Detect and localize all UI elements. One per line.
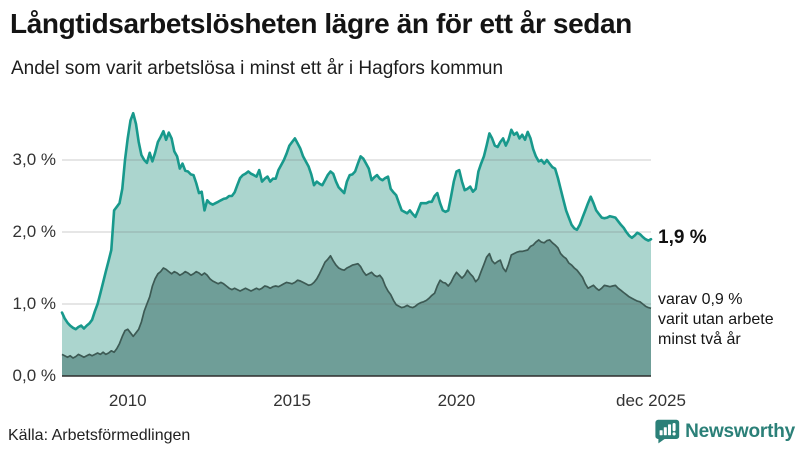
newsworthy-logo[interactable]: Newsworthy	[655, 419, 795, 444]
x-axis-label: 2015	[273, 391, 312, 410]
x-axis-label: 2020	[437, 391, 476, 410]
x-axis-label: dec 2025	[616, 391, 686, 410]
page-title: Långtidsarbetslösheten lägre än för ett …	[10, 8, 632, 39]
y-axis-label: 1,0 %	[12, 294, 56, 313]
y-axis-label: 0,0 %	[12, 366, 56, 385]
latest-subset-note: varav 0,9 % varit utan arbete minst två …	[658, 291, 774, 349]
y-axis-label: 3,0 %	[12, 150, 56, 169]
line-two-years	[61, 239, 652, 359]
line-total	[60, 111, 653, 331]
newsworthy-icon	[655, 419, 680, 444]
y-axis-label: 2,0 %	[12, 222, 56, 241]
chart-subtitle: Andel som varit arbetslösa i minst ett å…	[11, 58, 504, 79]
area-two-years	[62, 239, 651, 376]
latest-total-value-label: 1,9 %	[658, 227, 707, 249]
x-axis-label: 2010	[108, 391, 147, 410]
newsworthy-wordmark: Newsworthy	[685, 420, 795, 442]
source-label: Källa: Arbetsförmedlingen	[8, 427, 191, 444]
